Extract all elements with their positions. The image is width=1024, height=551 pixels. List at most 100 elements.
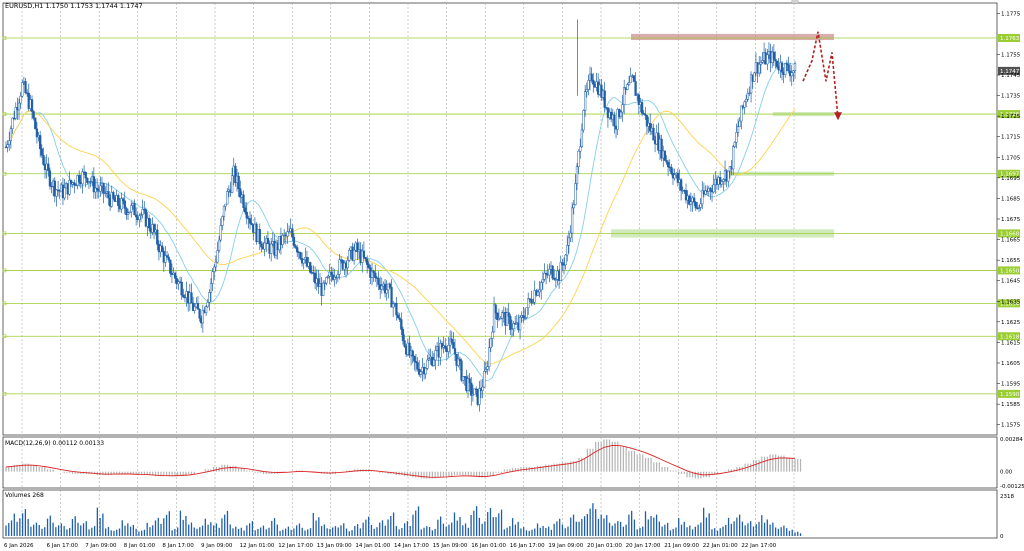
time-tick-label: 8 Jan 17:00 — [162, 543, 194, 549]
candle-body — [540, 282, 543, 291]
candle-body — [206, 302, 209, 307]
candle-body — [538, 289, 541, 293]
candle-body — [102, 183, 105, 194]
candle-body — [561, 262, 564, 266]
candle-body — [112, 192, 115, 199]
candle-body — [234, 165, 237, 183]
axes: 6 Jan 2026 6 Jan 17:00 7 Jan 09:00 8 Jan 01… — [4, 11, 1021, 549]
candle-body — [117, 195, 120, 206]
candle-body — [652, 127, 655, 141]
time-tick-label: 9 Jan 09:00 — [201, 543, 233, 549]
volume-label: Volumes 268 — [5, 492, 44, 499]
level-price-tag — [998, 33, 1020, 42]
chart-header: EURUSD,H1 1.1750 1.1753 1.1744 1.1747 — [5, 2, 143, 10]
candle-body — [743, 101, 746, 108]
candle-body — [330, 271, 333, 276]
candle-body — [784, 63, 787, 75]
candle-body — [164, 255, 167, 263]
candle-body — [294, 245, 297, 248]
macd-signal-line — [5, 444, 796, 478]
candle-body — [533, 290, 536, 303]
candle-body — [785, 63, 789, 65]
candle-body — [562, 264, 566, 266]
level-price-label: 1.1634 — [1000, 301, 1020, 307]
candle-body — [392, 303, 395, 308]
candle-body — [50, 185, 53, 188]
candle-body — [766, 54, 769, 65]
candle-body — [548, 268, 551, 276]
candle-body — [460, 360, 463, 381]
candle-body — [432, 359, 435, 366]
candle-body — [395, 302, 398, 316]
candle-body — [453, 348, 457, 355]
candle-body — [287, 231, 291, 233]
candle-body — [473, 388, 476, 395]
candle-body — [34, 117, 37, 130]
time-tick-label: 20 Jan 01:00 — [587, 543, 622, 549]
candle-body — [758, 63, 761, 74]
candle-body — [411, 350, 414, 357]
scroll-handle[interactable] — [791, 0, 799, 3]
price-tick-label: 1.1675 — [1001, 217, 1021, 223]
candle-body — [362, 250, 366, 258]
candle-body — [161, 245, 164, 252]
candle-body — [123, 200, 126, 209]
candle-body — [499, 317, 502, 320]
time-tick-label: 13 Jan 09:00 — [317, 543, 352, 549]
time-tick-label: 22 Jan 01:00 — [703, 543, 738, 549]
candle-body — [507, 312, 510, 317]
candle-body — [673, 174, 676, 179]
candle-body — [727, 170, 730, 182]
candle-body — [175, 278, 178, 285]
level-price-label: 1.1668 — [1000, 231, 1020, 237]
candle-body — [305, 257, 309, 267]
candle-body — [579, 146, 582, 152]
candle-body — [450, 338, 453, 343]
volume-axis-label: 0 — [1000, 534, 1004, 540]
candle-body — [689, 201, 693, 205]
volume-pane: 2318 0 — [5, 494, 1014, 540]
candle-body — [8, 140, 11, 145]
level-price-tag — [998, 389, 1020, 398]
candle-body — [84, 171, 87, 179]
candle-body — [130, 205, 133, 213]
candle-body — [709, 188, 712, 192]
candle-body — [138, 215, 141, 221]
candle-body — [266, 238, 270, 245]
candle-body — [177, 281, 180, 285]
candle-body — [649, 123, 652, 132]
time-tick-label: 7 Jan 09:00 — [85, 543, 117, 549]
macd-axis-label: 0.00284 — [1000, 437, 1023, 443]
time-tick-label: 22 Jan 17:00 — [741, 543, 776, 549]
time-tick-label: 14 Jan 01:00 — [355, 543, 390, 549]
candle-body — [128, 211, 131, 214]
candle-body — [6, 144, 9, 148]
candle-body — [388, 283, 392, 288]
candle-body — [281, 235, 284, 245]
level-price-label: 1.1763 — [1000, 36, 1020, 42]
candle-body — [296, 247, 299, 253]
candle-body — [333, 277, 336, 280]
candle-body — [640, 102, 644, 114]
level-anchor — [2, 301, 7, 306]
price-tick-label: 1.1655 — [1001, 258, 1021, 264]
candle-body — [346, 260, 349, 269]
candle-body — [509, 316, 512, 331]
horizontal-levels[interactable]: 1.1763 1.1747 1.1726 1.1697 1.1668 1.1650 1.16… — [2, 33, 1020, 398]
price-tick-label: 1.1595 — [1001, 382, 1021, 388]
candle-body — [120, 198, 123, 210]
candle-body — [774, 58, 777, 62]
candle-body — [574, 183, 577, 205]
candle-body — [790, 72, 793, 77]
candle-body — [366, 258, 369, 265]
pane-border — [2, 489, 998, 539]
candle-body — [121, 198, 125, 202]
candle-body — [613, 114, 616, 127]
candle-body — [40, 148, 43, 156]
candle-body — [434, 350, 437, 361]
candle-body — [198, 309, 201, 319]
candle-body — [775, 60, 779, 68]
candle-body — [213, 266, 216, 272]
